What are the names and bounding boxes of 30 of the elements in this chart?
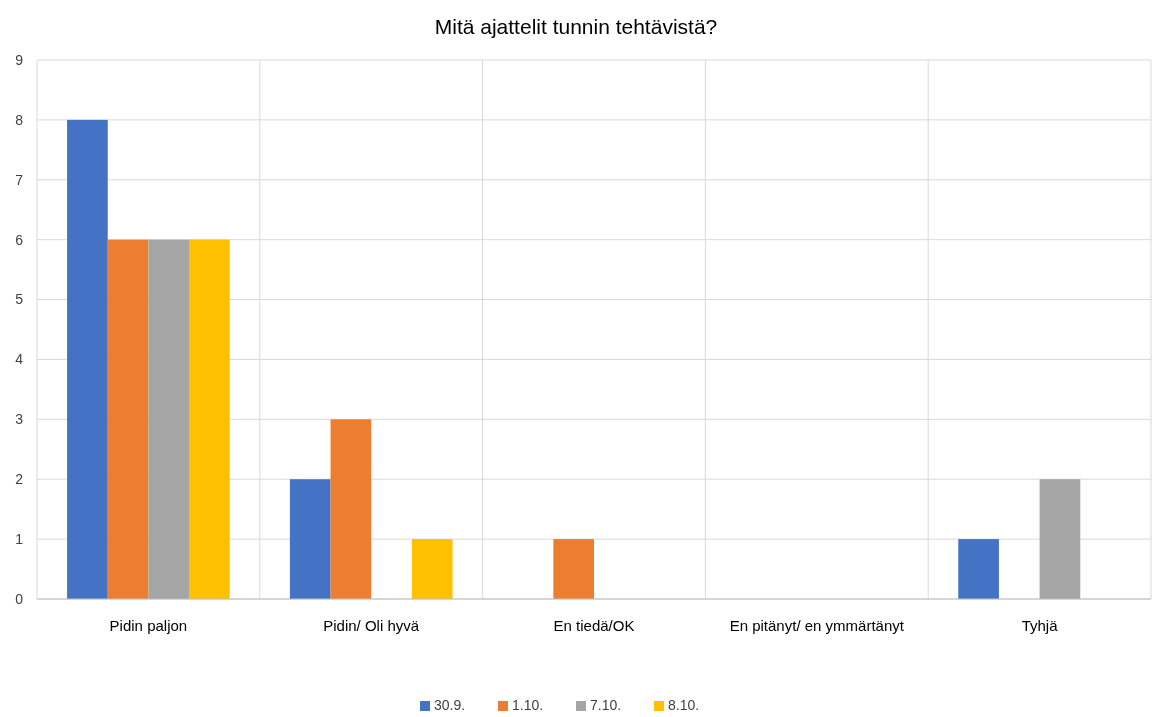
x-tick-label: Pidin/ Oli hyvä: [323, 617, 420, 634]
bar: [148, 239, 190, 599]
bar: [411, 539, 453, 599]
y-tick-label: 2: [15, 471, 24, 488]
bar: [553, 539, 594, 599]
y-tick-label: 7: [15, 171, 24, 188]
y-tick-label: 1: [15, 531, 24, 548]
bar: [1039, 479, 1081, 599]
x-tick-label: Tyhjä: [1021, 617, 1059, 634]
legend-label: 30.9.: [434, 697, 466, 713]
bar: [330, 419, 372, 599]
legend-label: 8.10.: [668, 697, 700, 713]
bar: [958, 539, 999, 599]
legend-label: 1.10.: [512, 697, 544, 713]
chart-title: Mitä ajattelit tunnin tehtävistä?: [434, 15, 718, 38]
bar: [289, 479, 331, 599]
x-tick-label: Pidin paljon: [109, 617, 188, 634]
x-tick-label: En pitänyt/ en ymmärtänyt: [729, 617, 905, 634]
y-tick-label: 5: [15, 291, 24, 308]
y-tick-label: 3: [15, 411, 24, 428]
legend-label: 7.10.: [590, 697, 622, 713]
y-tick-label: 8: [15, 111, 24, 128]
y-tick-label: 0: [15, 590, 24, 607]
y-tick-label: 9: [15, 51, 24, 68]
x-tick-label: En tiedä/OK: [553, 617, 635, 634]
bar: [189, 239, 230, 599]
y-tick-label: 6: [15, 231, 24, 248]
bar: [67, 119, 108, 599]
bar: [107, 239, 149, 599]
y-tick-label: 4: [15, 351, 24, 368]
